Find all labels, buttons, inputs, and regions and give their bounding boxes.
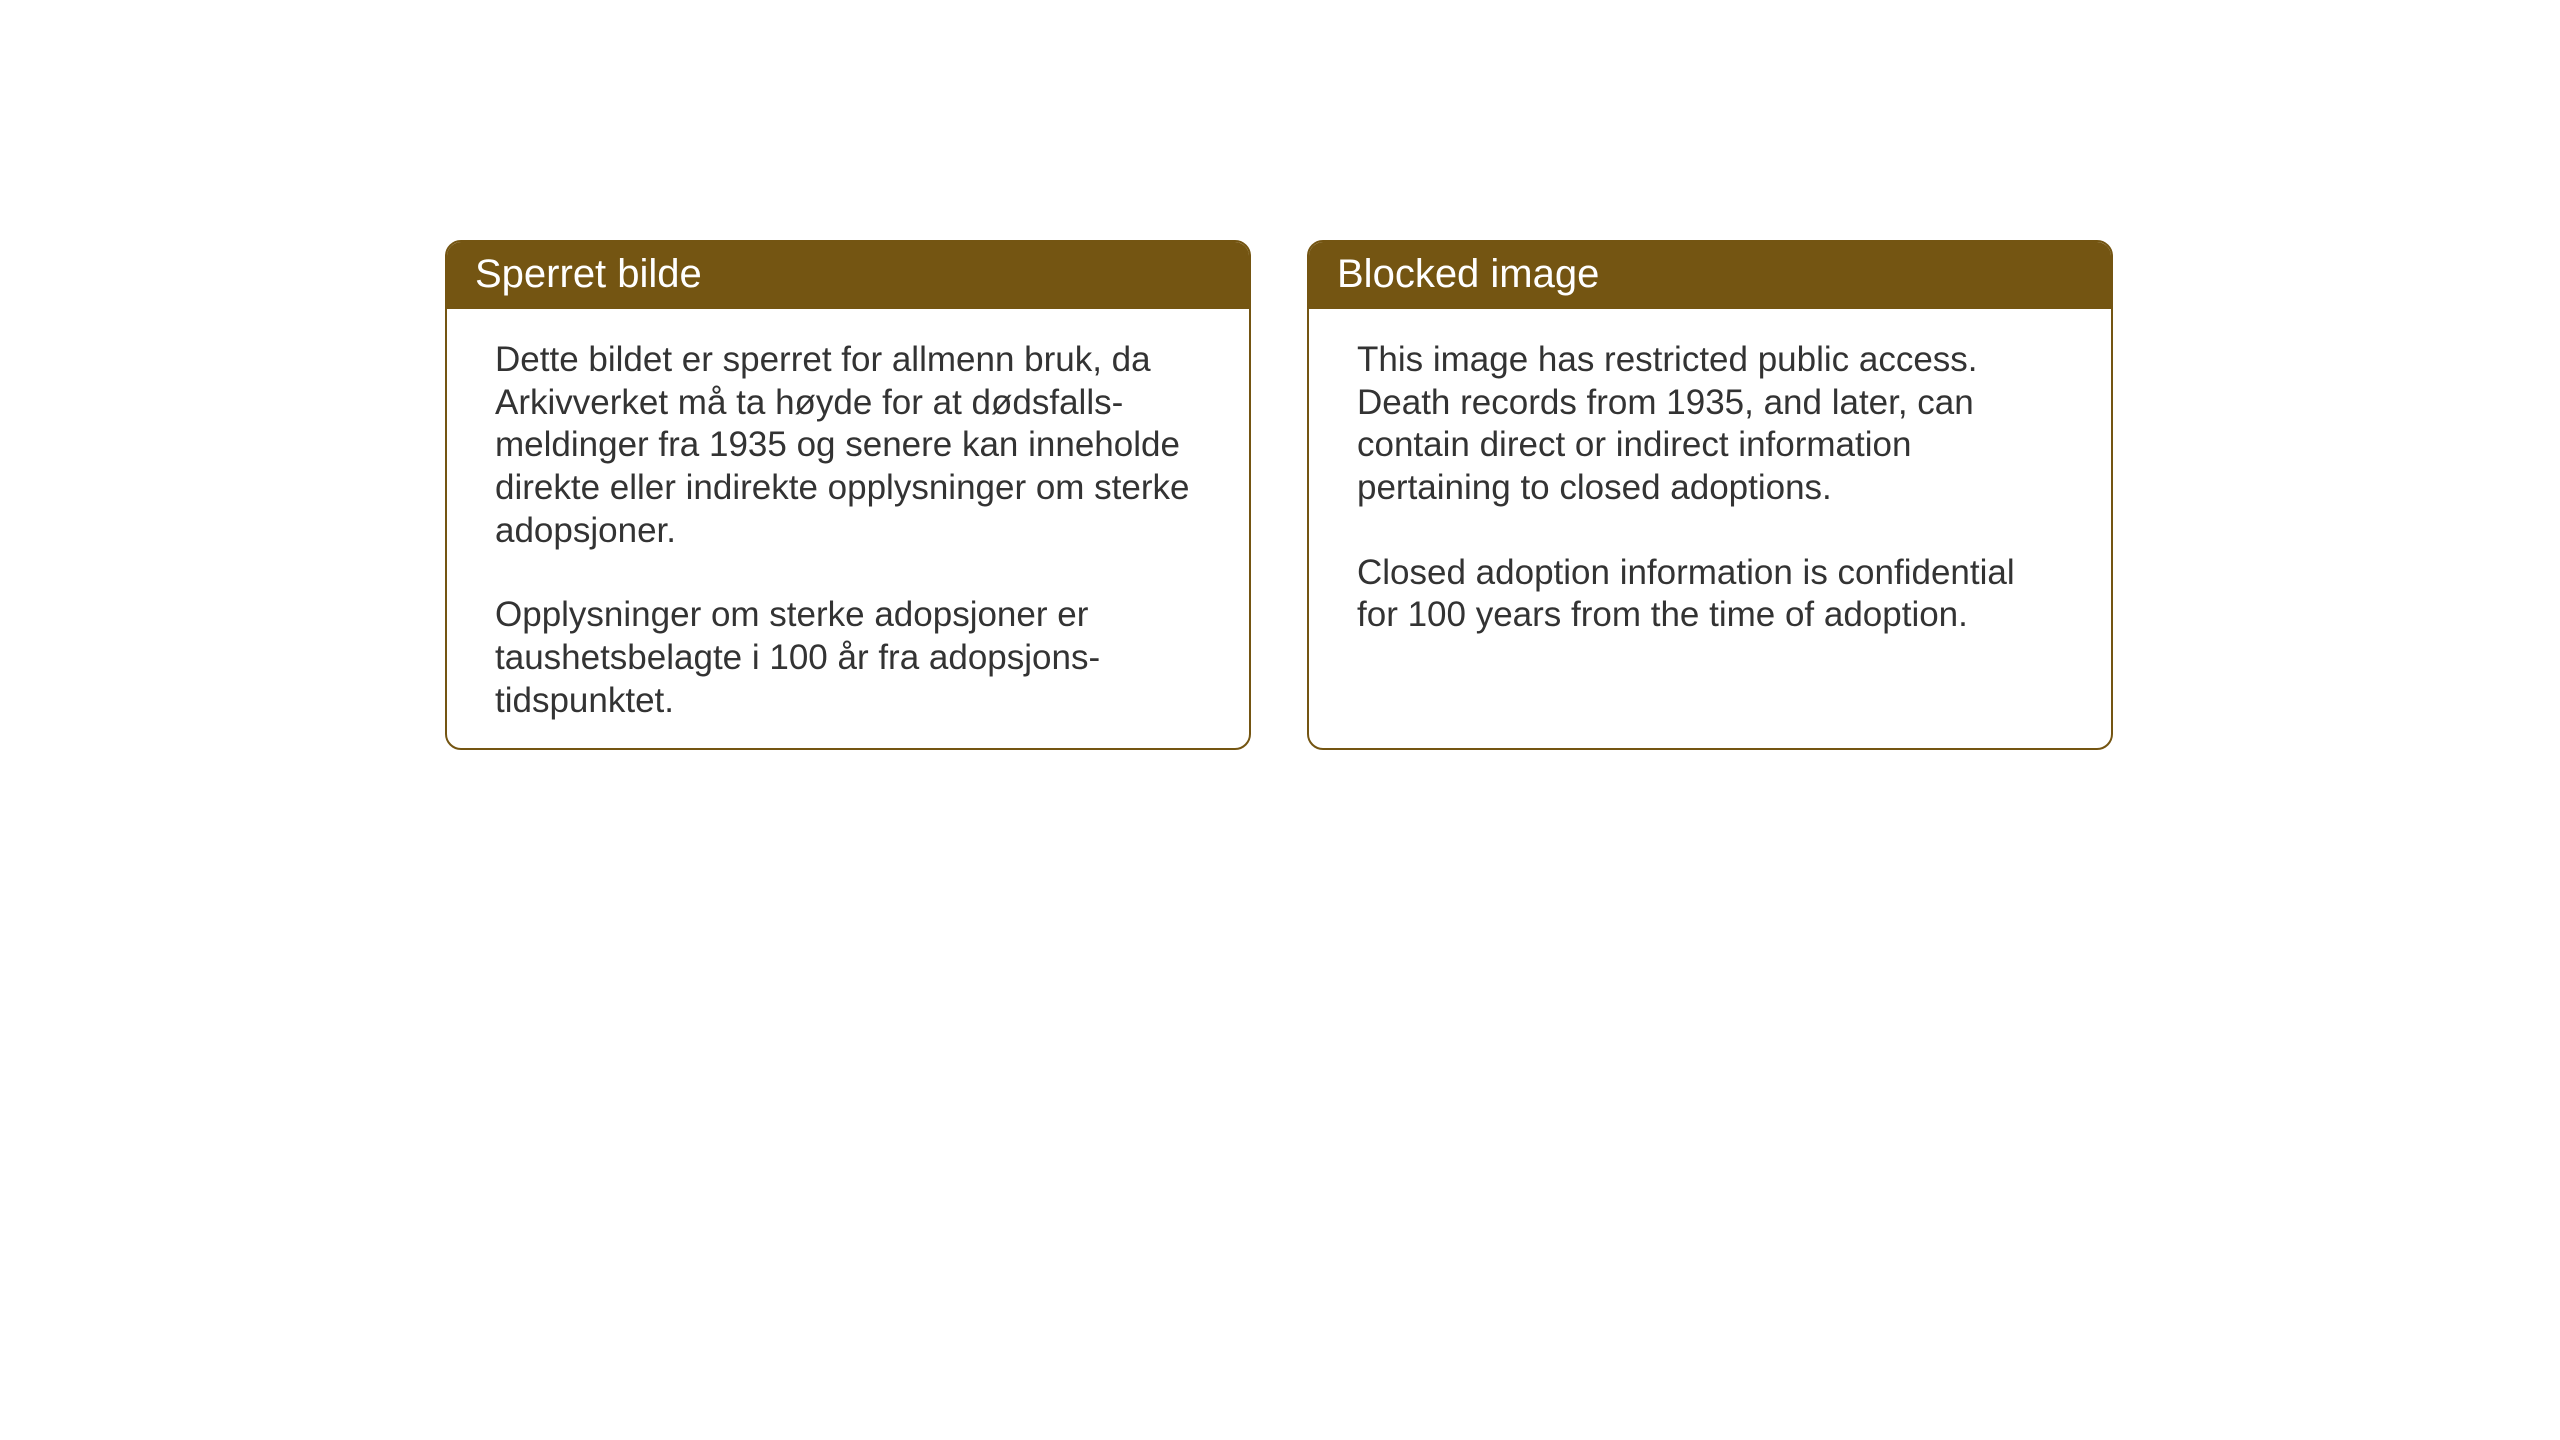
card-header-english: Blocked image bbox=[1309, 242, 2111, 309]
card-title-english: Blocked image bbox=[1337, 252, 1599, 296]
card-english: Blocked image This image has restricted … bbox=[1307, 240, 2113, 750]
card-paragraph-2-norwegian: Opplysninger om sterke adopsjoner er tau… bbox=[495, 594, 1201, 722]
card-body-norwegian: Dette bildet er sperret for allmenn bruk… bbox=[447, 309, 1249, 750]
card-body-english: This image has restricted public access.… bbox=[1309, 309, 2111, 677]
cards-container: Sperret bilde Dette bildet er sperret fo… bbox=[445, 240, 2113, 750]
card-paragraph-1-norwegian: Dette bildet er sperret for allmenn bruk… bbox=[495, 339, 1201, 552]
card-paragraph-1-english: This image has restricted public access.… bbox=[1357, 339, 2063, 510]
card-paragraph-2-english: Closed adoption information is confident… bbox=[1357, 552, 2063, 637]
card-header-norwegian: Sperret bilde bbox=[447, 242, 1249, 309]
card-norwegian: Sperret bilde Dette bildet er sperret fo… bbox=[445, 240, 1251, 750]
card-title-norwegian: Sperret bilde bbox=[475, 252, 702, 296]
